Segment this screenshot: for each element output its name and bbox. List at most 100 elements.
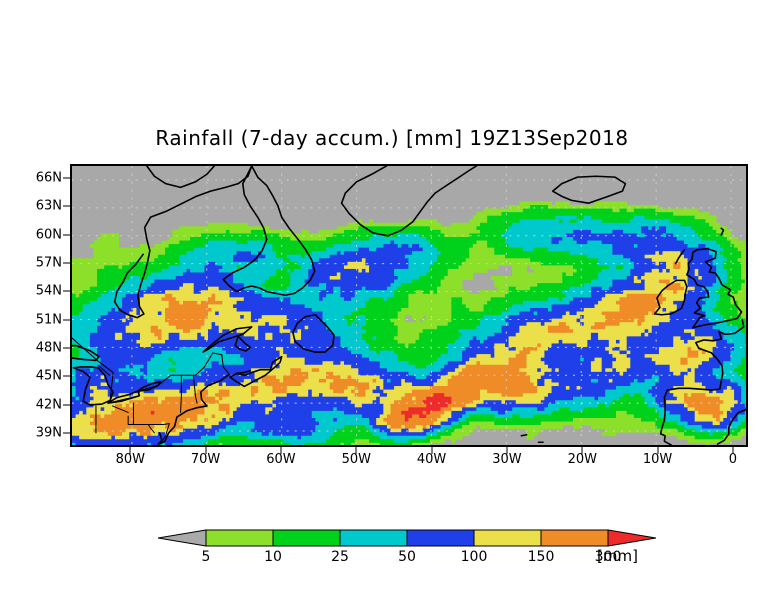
rainfall-cell bbox=[551, 304, 595, 309]
rainfall-cell bbox=[286, 254, 302, 259]
rainfall-cell bbox=[590, 368, 603, 373]
rainfall-cell bbox=[340, 375, 348, 380]
rainfall-cell bbox=[175, 368, 205, 373]
rainfall-cell bbox=[72, 354, 80, 359]
rainfall-cell bbox=[655, 307, 663, 312]
rainfall-cell bbox=[372, 425, 388, 430]
rainfall-cell bbox=[354, 389, 359, 394]
rainfall-cell bbox=[343, 389, 352, 394]
rainfall-cell bbox=[72, 400, 91, 405]
latitude-tick-label: 48N bbox=[35, 340, 62, 356]
rainfall-cell bbox=[179, 421, 220, 426]
rainfall-cell bbox=[583, 357, 595, 362]
rainfall-cell bbox=[93, 247, 166, 252]
rainfall-cell bbox=[136, 432, 141, 437]
rainfall-cell bbox=[275, 361, 306, 366]
rainfall-cell bbox=[719, 244, 735, 249]
rainfall-cell bbox=[469, 339, 481, 344]
rainfall-cell bbox=[250, 389, 259, 394]
rainfall-cell bbox=[454, 428, 474, 433]
rainfall-cell bbox=[301, 435, 331, 440]
rainfall-cell bbox=[397, 329, 424, 334]
rainfall-cell bbox=[512, 222, 681, 227]
rainfall-cell bbox=[111, 410, 152, 415]
rainfall-cell bbox=[361, 268, 366, 273]
rainfall-cell bbox=[379, 400, 395, 405]
rainfall-cell bbox=[179, 261, 209, 266]
rainfall-cell bbox=[737, 307, 746, 312]
rainfall-cell bbox=[283, 439, 327, 444]
rainfall-cell bbox=[476, 226, 510, 231]
rainfall-cell bbox=[411, 389, 481, 394]
rainfall-cell bbox=[361, 286, 366, 291]
rainfall-cell bbox=[236, 421, 255, 426]
rainfall-cell bbox=[157, 432, 166, 437]
rainfall-cell bbox=[694, 417, 717, 422]
rainfall-cell bbox=[204, 268, 220, 273]
rainfall-cell bbox=[204, 336, 209, 341]
rainfall-cell bbox=[165, 311, 209, 316]
rainfall-cell bbox=[190, 417, 198, 422]
rainfall-cell bbox=[719, 364, 739, 369]
rainfall-cell bbox=[397, 286, 438, 291]
rainfall-cell bbox=[666, 297, 685, 302]
rainfall-cell bbox=[730, 240, 746, 245]
rainfall-cell bbox=[630, 268, 653, 273]
rainfall-cell bbox=[451, 297, 463, 302]
rainfall-cell bbox=[623, 371, 674, 376]
rainfall-cell bbox=[479, 389, 488, 394]
rainfall-cell bbox=[472, 400, 484, 405]
rainfall-cell bbox=[540, 421, 656, 426]
rainfall-cell bbox=[709, 432, 713, 437]
rainfall-cell bbox=[379, 393, 388, 398]
rainfall-cell bbox=[637, 244, 688, 249]
rainfall-cell bbox=[694, 371, 713, 376]
rainfall-cell bbox=[440, 354, 463, 359]
rainfall-cell bbox=[683, 329, 696, 334]
rainfall-cell bbox=[369, 247, 377, 252]
rainfall-cell bbox=[512, 407, 538, 412]
rainfall-cell bbox=[386, 368, 442, 373]
rainfall-cell bbox=[451, 410, 467, 415]
rainfall-cell bbox=[301, 254, 306, 259]
rainfall-cell bbox=[669, 279, 688, 284]
rainfall-cell bbox=[551, 318, 578, 323]
rainfall-cell bbox=[573, 425, 581, 430]
rainfall-cell bbox=[447, 343, 470, 348]
rainfall-cell bbox=[72, 368, 76, 373]
rainfall-cell bbox=[565, 272, 574, 277]
rainfall-cell bbox=[347, 318, 356, 323]
rainfall-cell bbox=[165, 442, 173, 445]
rainfall-cell bbox=[641, 417, 667, 422]
rainfall-cell bbox=[630, 258, 653, 263]
rainfall-cell bbox=[168, 300, 180, 305]
rainfall-cell bbox=[290, 300, 366, 305]
rainfall-cell bbox=[82, 410, 87, 415]
rainfall-cell bbox=[558, 219, 563, 224]
rainfall-cell bbox=[476, 407, 492, 412]
rainfall-cell bbox=[662, 300, 674, 305]
rainfall-cell bbox=[419, 336, 459, 341]
rainfall-cell bbox=[687, 393, 692, 398]
rainfall-cell bbox=[680, 357, 688, 362]
rainfall-cell bbox=[519, 325, 549, 330]
rainfall-cell bbox=[225, 425, 255, 430]
rainfall-cell bbox=[254, 421, 320, 426]
rainfall-cell bbox=[204, 318, 252, 323]
rainfall-cell bbox=[72, 279, 98, 284]
rainfall-cell bbox=[734, 368, 746, 373]
rainfall-cell bbox=[437, 258, 467, 263]
rainfall-cell bbox=[562, 315, 581, 320]
rainfall-cell bbox=[694, 215, 717, 220]
rainfall-cell bbox=[168, 322, 205, 327]
rainfall-cell bbox=[737, 311, 746, 316]
rainfall-cell bbox=[454, 368, 463, 373]
rainfall-cell bbox=[225, 229, 230, 234]
rainfall-cell bbox=[186, 417, 191, 422]
rainfall-cell bbox=[451, 304, 467, 309]
coastline-path bbox=[520, 433, 528, 437]
rainfall-cell bbox=[72, 329, 98, 334]
rainfall-cell bbox=[730, 297, 746, 302]
rainfall-cell bbox=[211, 325, 220, 330]
rainfall-cell bbox=[626, 354, 645, 359]
